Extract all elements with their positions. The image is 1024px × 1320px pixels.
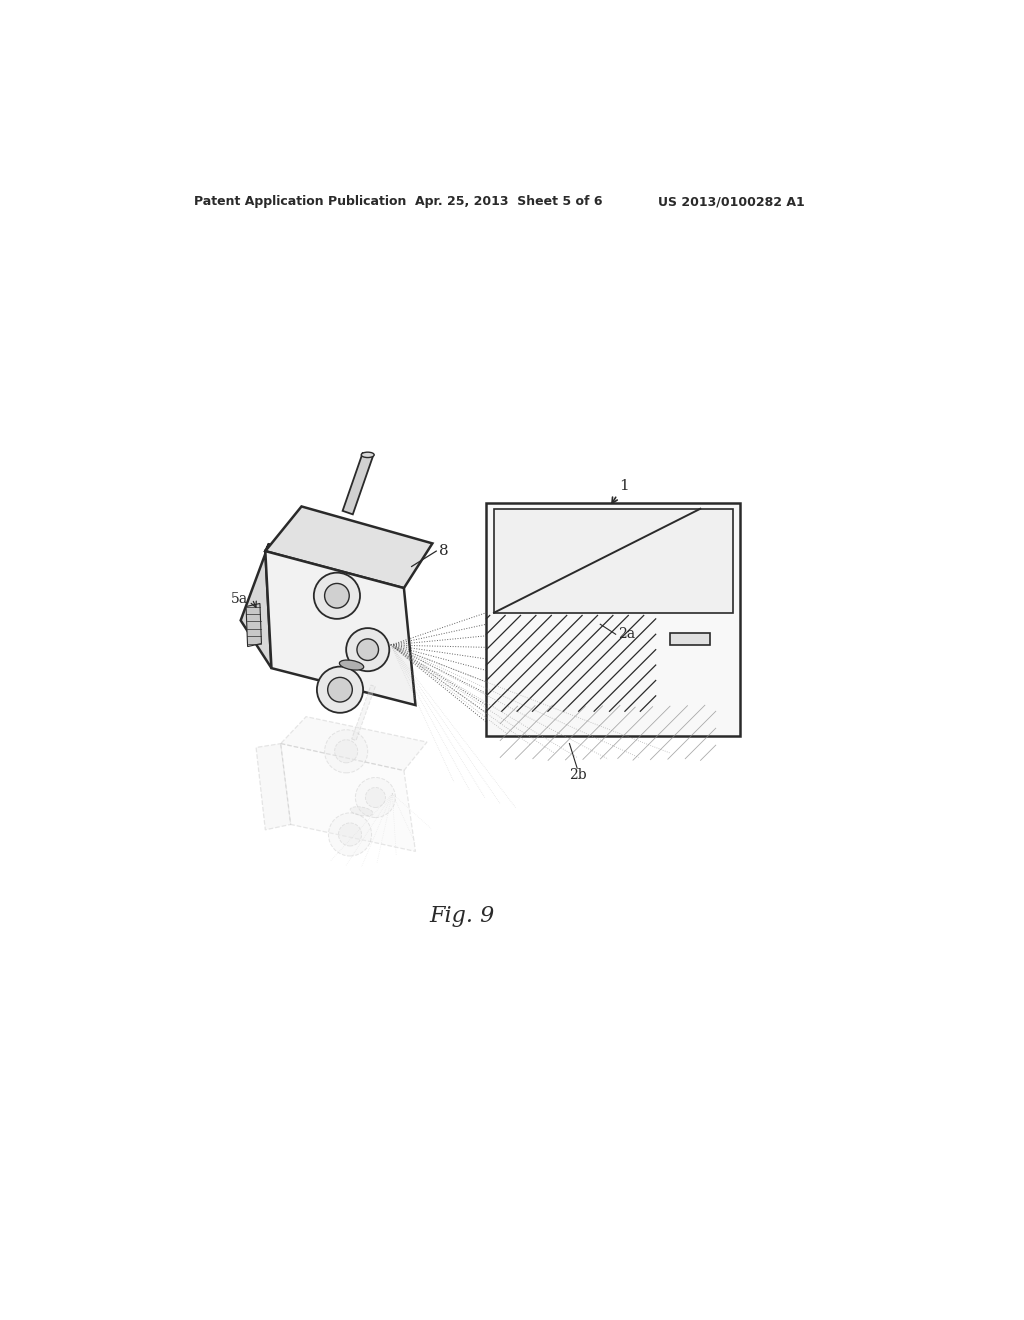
Ellipse shape — [361, 453, 374, 458]
Bar — [494, 508, 733, 612]
Circle shape — [366, 788, 385, 808]
Circle shape — [316, 667, 364, 713]
Text: 8: 8 — [438, 544, 449, 558]
Text: 2a: 2a — [617, 627, 635, 642]
Circle shape — [346, 628, 389, 671]
Polygon shape — [265, 507, 432, 589]
Circle shape — [328, 677, 352, 702]
Circle shape — [313, 573, 360, 619]
Polygon shape — [351, 685, 375, 741]
Ellipse shape — [339, 660, 364, 671]
Text: 1: 1 — [618, 479, 629, 492]
Circle shape — [339, 822, 361, 846]
Text: Patent Application Publication: Patent Application Publication — [195, 195, 407, 209]
Text: Fig. 9: Fig. 9 — [429, 906, 495, 928]
Polygon shape — [241, 544, 271, 668]
Circle shape — [335, 739, 357, 763]
Circle shape — [355, 777, 395, 817]
Polygon shape — [246, 603, 261, 647]
Polygon shape — [265, 552, 416, 705]
Text: Apr. 25, 2013  Sheet 5 of 6: Apr. 25, 2013 Sheet 5 of 6 — [416, 195, 603, 209]
Circle shape — [325, 730, 368, 774]
Polygon shape — [256, 743, 291, 830]
Polygon shape — [281, 743, 416, 851]
Bar — [670, 634, 710, 645]
Polygon shape — [343, 453, 373, 515]
Circle shape — [329, 813, 372, 857]
Text: US 2013/0100282 A1: US 2013/0100282 A1 — [658, 195, 805, 209]
Bar — [486, 503, 740, 737]
Text: 5a: 5a — [230, 591, 248, 606]
Circle shape — [325, 583, 349, 609]
Ellipse shape — [350, 807, 373, 816]
Text: 2b: 2b — [569, 768, 587, 783]
Circle shape — [357, 639, 379, 660]
Polygon shape — [281, 717, 427, 771]
